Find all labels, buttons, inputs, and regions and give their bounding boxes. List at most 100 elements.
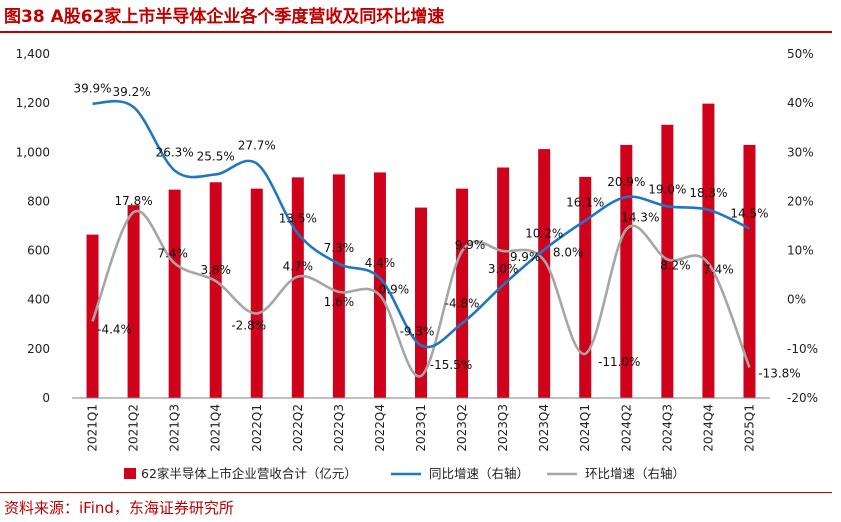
y-right-tick-label: 0% — [787, 293, 806, 307]
x-tick-label: 2021Q1 — [86, 404, 100, 452]
legend-yoy-label: 同比增速（右轴） — [429, 466, 529, 481]
qoq-data-label: 3.8% — [200, 263, 231, 277]
y-right-tick-label: 20% — [787, 194, 814, 208]
legend-qoq-label: 环比增速（右轴） — [585, 466, 685, 481]
x-tick-label: 2024Q2 — [619, 404, 633, 452]
footer-divider — [0, 492, 832, 493]
yoy-data-label: -9.3% — [400, 324, 435, 338]
data-labels: 39.9% 39.2% 26.3% 25.5%27.7% 13.5% 7.3% 4.4% -9… — [73, 82, 800, 381]
bar-2022Q4 — [373, 172, 386, 398]
yoy-data-label: 3.0% — [488, 262, 519, 276]
x-tick-label: 2021Q3 — [168, 404, 182, 452]
bar-2025Q1 — [743, 144, 756, 398]
line-series — [91, 99, 751, 378]
yoy-data-label: 25.5% — [197, 149, 235, 163]
x-tick-label: 2022Q3 — [332, 404, 346, 452]
bar-2023Q3 — [497, 167, 510, 398]
yoy-data-label: 19.0% — [648, 182, 686, 196]
axes: 0 200 400 600 800 1,000 1,200 1,400 -20% -10% 0% 10… — [16, 47, 818, 452]
qoq-data-label: 8.2% — [660, 258, 691, 272]
yoy-data-label: 10.2% — [525, 227, 563, 241]
qoq-growth-line — [91, 209, 751, 378]
yoy-data-label: 26.3% — [156, 145, 194, 159]
bar-2024Q3 — [661, 124, 674, 398]
title-divider — [0, 31, 832, 33]
source-note: 资料来源：iFind，东海证券研究所 — [4, 499, 234, 517]
y-left-tick-label: 1,000 — [16, 145, 50, 159]
x-tick-label: 2023Q3 — [496, 404, 510, 452]
bar-2023Q1 — [415, 207, 427, 398]
y-left-tick-label: 0 — [42, 391, 50, 405]
yoy-data-label: -4.8% — [445, 296, 480, 310]
y-right-tick-label: 40% — [787, 96, 814, 110]
qoq-data-label: 17.8% — [115, 194, 153, 208]
x-tick-label: 2024Q4 — [701, 404, 715, 452]
x-tick-label: 2023Q4 — [537, 404, 551, 452]
yoy-data-label: 13.5% — [279, 211, 317, 225]
y-left-tick-label: 600 — [27, 244, 50, 258]
bar-2021Q3 — [168, 189, 181, 398]
qoq-data-label: 7.4% — [703, 262, 734, 276]
yoy-data-label: 39.2% — [113, 85, 151, 99]
bar-2024Q4 — [702, 103, 715, 399]
x-tick-label: 2024Q3 — [660, 404, 674, 452]
y-left-tick-label: 1,400 — [16, 47, 50, 61]
qoq-data-label: 0.9% — [379, 282, 410, 296]
qoq-data-label: 8.0% — [553, 245, 584, 259]
yoy-data-label: 39.9% — [73, 82, 111, 96]
qoq-data-label: -15.5% — [430, 358, 472, 372]
bar-2024Q1 — [579, 176, 592, 398]
bar-series — [86, 103, 756, 399]
qoq-data-label: 14.3% — [621, 210, 659, 224]
qoq-data-label: 7.4% — [157, 246, 188, 260]
y-right-tick-label: 50% — [787, 47, 814, 61]
bar-2022Q1 — [250, 188, 263, 398]
x-tick-label: 2021Q4 — [209, 404, 223, 452]
qoq-data-label: -4.4% — [97, 322, 132, 336]
bar-2023Q4 — [538, 149, 551, 398]
qoq-data-label: -13.8% — [758, 367, 800, 381]
bar-2024Q2 — [620, 144, 633, 398]
y-left-tick-label: 800 — [27, 194, 50, 208]
x-tick-label: 2021Q2 — [127, 404, 141, 452]
qoq-data-label: 4.7% — [283, 260, 314, 274]
y-right-tick-label: -20% — [787, 391, 818, 405]
y-right-tick-label: -10% — [787, 342, 818, 356]
y-left-tick-label: 1,200 — [16, 96, 50, 110]
x-tick-label: 2022Q4 — [373, 404, 387, 452]
x-tick-label: 2024Q1 — [578, 404, 592, 452]
x-tick-label: 2025Q1 — [742, 404, 756, 452]
qoq-data-label: 9.9% — [455, 238, 486, 252]
qoq-data-label: -2.8% — [231, 318, 266, 332]
qoq-data-label: 1.6% — [324, 295, 355, 309]
bar-2021Q1 — [86, 234, 99, 398]
qoq-data-label: 9.9% — [510, 250, 541, 264]
bar-2021Q4 — [209, 182, 222, 398]
yoy-data-label: 27.7% — [238, 139, 276, 153]
yoy-data-label: 14.5% — [730, 206, 768, 220]
yoy-growth-line — [92, 99, 751, 349]
y-left-tick-label: 400 — [27, 293, 50, 307]
yoy-data-label: 18.3% — [689, 186, 727, 200]
x-tick-label: 2023Q2 — [455, 404, 469, 452]
y-left-tick-label: 200 — [27, 342, 50, 356]
bar-2023Q2 — [456, 188, 469, 398]
bar-2022Q2 — [291, 177, 304, 398]
y-right-tick-label: 30% — [787, 145, 814, 159]
legend-bar-label: 62家半导体上市企业营收合计（亿元） — [141, 466, 357, 481]
chart-title: 图38 A股62家上市半导体企业各个季度营收及同环比增速 — [4, 7, 445, 27]
y-right-tick-label: 10% — [787, 244, 814, 258]
legend: 62家半导体上市企业营收合计（亿元） 同比增速（右轴） 环比增速（右轴） — [124, 466, 685, 481]
bar-2021Q2 — [127, 205, 140, 398]
legend-bar-swatch — [124, 468, 136, 479]
yoy-data-label: 20.9% — [607, 175, 645, 189]
yoy-data-label: 4.4% — [365, 256, 396, 270]
qoq-data-label: -11.0% — [598, 355, 640, 369]
yoy-data-label: 16.1% — [566, 196, 604, 210]
x-tick-label: 2023Q1 — [414, 404, 428, 452]
yoy-data-label: 7.3% — [324, 241, 355, 255]
bar-2022Q3 — [332, 174, 345, 398]
x-tick-label: 2022Q1 — [250, 404, 264, 452]
x-tick-label: 2022Q2 — [291, 404, 305, 452]
